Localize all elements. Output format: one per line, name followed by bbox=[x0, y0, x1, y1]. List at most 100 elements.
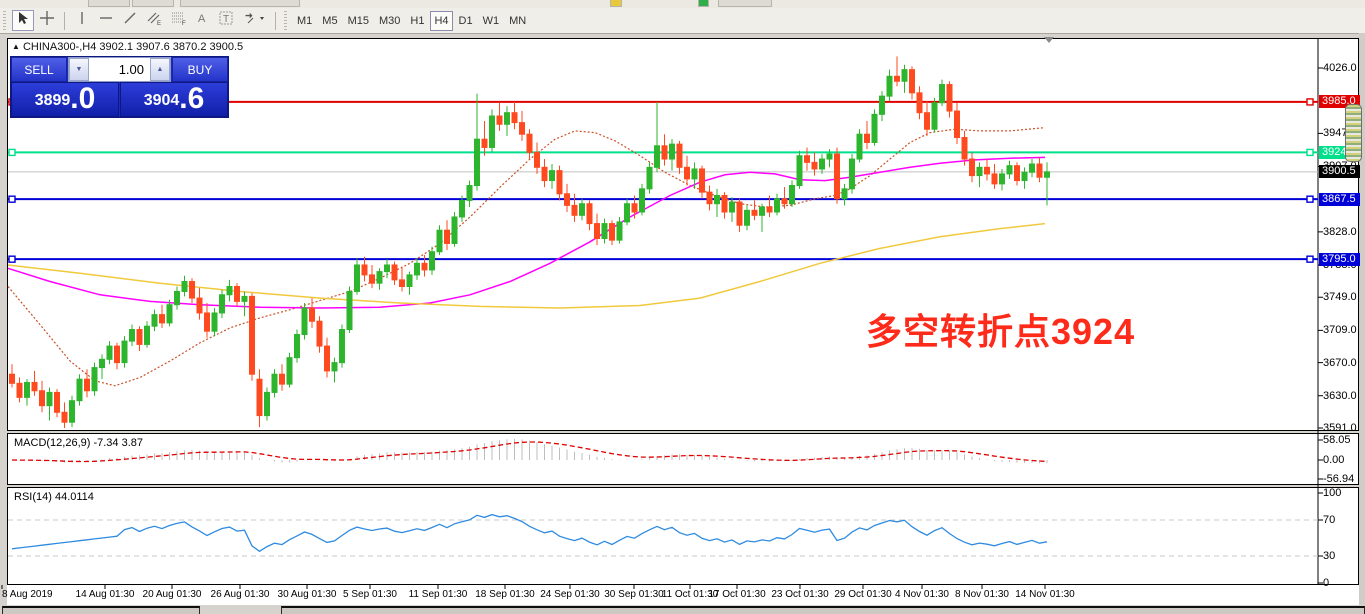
ma-slow-line[interactable] bbox=[7, 222, 1046, 309]
line-handle[interactable] bbox=[8, 148, 16, 157]
fibonacci-grid-button[interactable]: F bbox=[167, 10, 189, 31]
equidistant-channel-button[interactable]: E bbox=[143, 10, 165, 31]
symbol-marker-icon: ▲ bbox=[12, 42, 20, 51]
time-axis-label: 14 Nov 01:30 bbox=[1015, 589, 1075, 600]
buy-button[interactable]: BUY bbox=[172, 57, 228, 82]
candle bbox=[594, 223, 600, 239]
volume-increase-button[interactable]: ▲ bbox=[150, 58, 170, 81]
sell-price-fraction: .0 bbox=[70, 82, 96, 115]
svg-text:T: T bbox=[223, 14, 229, 25]
timeframe-m15-button[interactable]: M15 bbox=[347, 14, 369, 27]
macd-scale-label: 58.05 bbox=[1323, 434, 1351, 446]
candle bbox=[631, 203, 638, 213]
candle bbox=[519, 122, 525, 135]
chart-text-annotation[interactable]: 多空转折点3924 bbox=[866, 311, 1136, 352]
timeframe-m1-button[interactable]: M1 bbox=[297, 14, 313, 27]
macd-scale-label: 0.00 bbox=[1323, 454, 1345, 466]
timeframe-m5-button[interactable]: M5 bbox=[322, 14, 338, 27]
sell-price-display[interactable]: 3899.0 bbox=[11, 82, 119, 117]
line-handle[interactable] bbox=[1306, 255, 1314, 263]
candle bbox=[669, 143, 675, 160]
timeframe-mn-button[interactable]: MN bbox=[509, 14, 527, 27]
candle bbox=[654, 145, 660, 168]
timeframe-m30-button[interactable]: M30 bbox=[378, 14, 401, 27]
candle bbox=[144, 325, 150, 345]
rsi-scale-label: 0 bbox=[1323, 577, 1330, 589]
timeframe-w1-button[interactable]: W1 bbox=[482, 14, 500, 27]
horizontal-line-button[interactable] bbox=[95, 10, 117, 31]
candle bbox=[939, 84, 945, 104]
timeframe-h1-button[interactable]: H1 bbox=[410, 14, 425, 27]
candle bbox=[226, 285, 233, 296]
candle bbox=[451, 216, 458, 244]
line-handle[interactable] bbox=[8, 195, 16, 203]
text-label-button[interactable]: T bbox=[215, 10, 237, 31]
candle bbox=[511, 112, 518, 124]
candle bbox=[286, 357, 293, 385]
line-handle[interactable] bbox=[1306, 148, 1314, 157]
chart-shift-marker-icon[interactable] bbox=[1044, 37, 1054, 43]
price-axis-label: 3670.0 bbox=[1323, 356, 1357, 369]
trendline-button[interactable] bbox=[119, 10, 141, 31]
candle bbox=[234, 285, 240, 302]
line-handle[interactable] bbox=[1306, 195, 1314, 203]
vertical-line-button[interactable] bbox=[71, 10, 93, 31]
candle bbox=[909, 69, 915, 94]
select-cursor-button[interactable] bbox=[12, 10, 34, 31]
candle bbox=[811, 161, 818, 170]
candle bbox=[534, 151, 540, 168]
time-axis-label: 30 Sep 01:30 bbox=[604, 589, 664, 600]
line-handle[interactable] bbox=[1306, 98, 1314, 106]
candle bbox=[774, 198, 780, 213]
candle bbox=[744, 209, 750, 226]
timeframe-d1-button[interactable]: D1 bbox=[458, 14, 473, 27]
time-axis-label: 11 Oct 01:30 bbox=[661, 589, 719, 600]
svg-text:F: F bbox=[182, 21, 186, 26]
macd-panel[interactable] bbox=[7, 433, 1359, 485]
rsi-panel[interactable] bbox=[7, 487, 1359, 585]
price-axis-label: 3828.0 bbox=[1323, 225, 1357, 238]
candle bbox=[301, 307, 308, 335]
timeframe-h4-button[interactable]: H4 bbox=[430, 10, 453, 31]
line-handle[interactable] bbox=[8, 255, 16, 263]
candle bbox=[211, 312, 218, 332]
toolbar-grip[interactable] bbox=[2, 10, 9, 31]
sell-price-main: 3899 bbox=[34, 92, 71, 109]
ma-fast-line[interactable] bbox=[7, 127, 1046, 387]
clipped-icon-fragment bbox=[88, 0, 130, 7]
text-button[interactable]: A bbox=[191, 10, 213, 31]
volume-decrease-button[interactable]: ▼ bbox=[69, 58, 89, 81]
candle bbox=[721, 194, 728, 213]
candle bbox=[39, 390, 45, 407]
candle bbox=[444, 229, 450, 244]
candle bbox=[676, 143, 683, 168]
candle bbox=[496, 115, 503, 125]
crosshair-button[interactable] bbox=[36, 10, 58, 31]
rsi-label: RSI(14) 44.0114 bbox=[14, 491, 94, 503]
candle bbox=[714, 194, 720, 205]
candle bbox=[796, 155, 803, 187]
chart-toolbar: E F A T M1 M5 M15 M30 H1 H4 D1 W1 MN bbox=[0, 8, 1365, 34]
ohlc-readout: 3902.1 3907.6 3870.2 3900.5 bbox=[99, 41, 244, 53]
candle bbox=[684, 166, 690, 180]
toolbar-grip[interactable] bbox=[283, 10, 290, 31]
ma-mid-line[interactable] bbox=[7, 156, 1046, 309]
candle bbox=[24, 381, 30, 398]
candle bbox=[729, 201, 735, 213]
price-scale-zoom-thumb[interactable] bbox=[1345, 104, 1362, 162]
volume-input[interactable]: 1.00 bbox=[89, 58, 150, 81]
candle bbox=[894, 75, 900, 82]
arrows-dropdown-button[interactable] bbox=[239, 10, 269, 31]
time-axis-label: 8 Aug 2019 bbox=[2, 589, 53, 600]
clipped-icon-fragment bbox=[698, 0, 709, 7]
candle bbox=[804, 155, 810, 163]
sell-button[interactable]: SELL bbox=[11, 57, 67, 82]
time-axis-label: 4 Nov 01:30 bbox=[895, 589, 949, 600]
buy-price-display[interactable]: 3904.6 bbox=[120, 82, 228, 117]
rsi-scale-label: 70 bbox=[1323, 514, 1336, 526]
candle bbox=[961, 137, 968, 160]
vertical-scrollbar[interactable] bbox=[1359, 33, 1365, 605]
price-chart-panel[interactable] bbox=[7, 38, 1359, 431]
